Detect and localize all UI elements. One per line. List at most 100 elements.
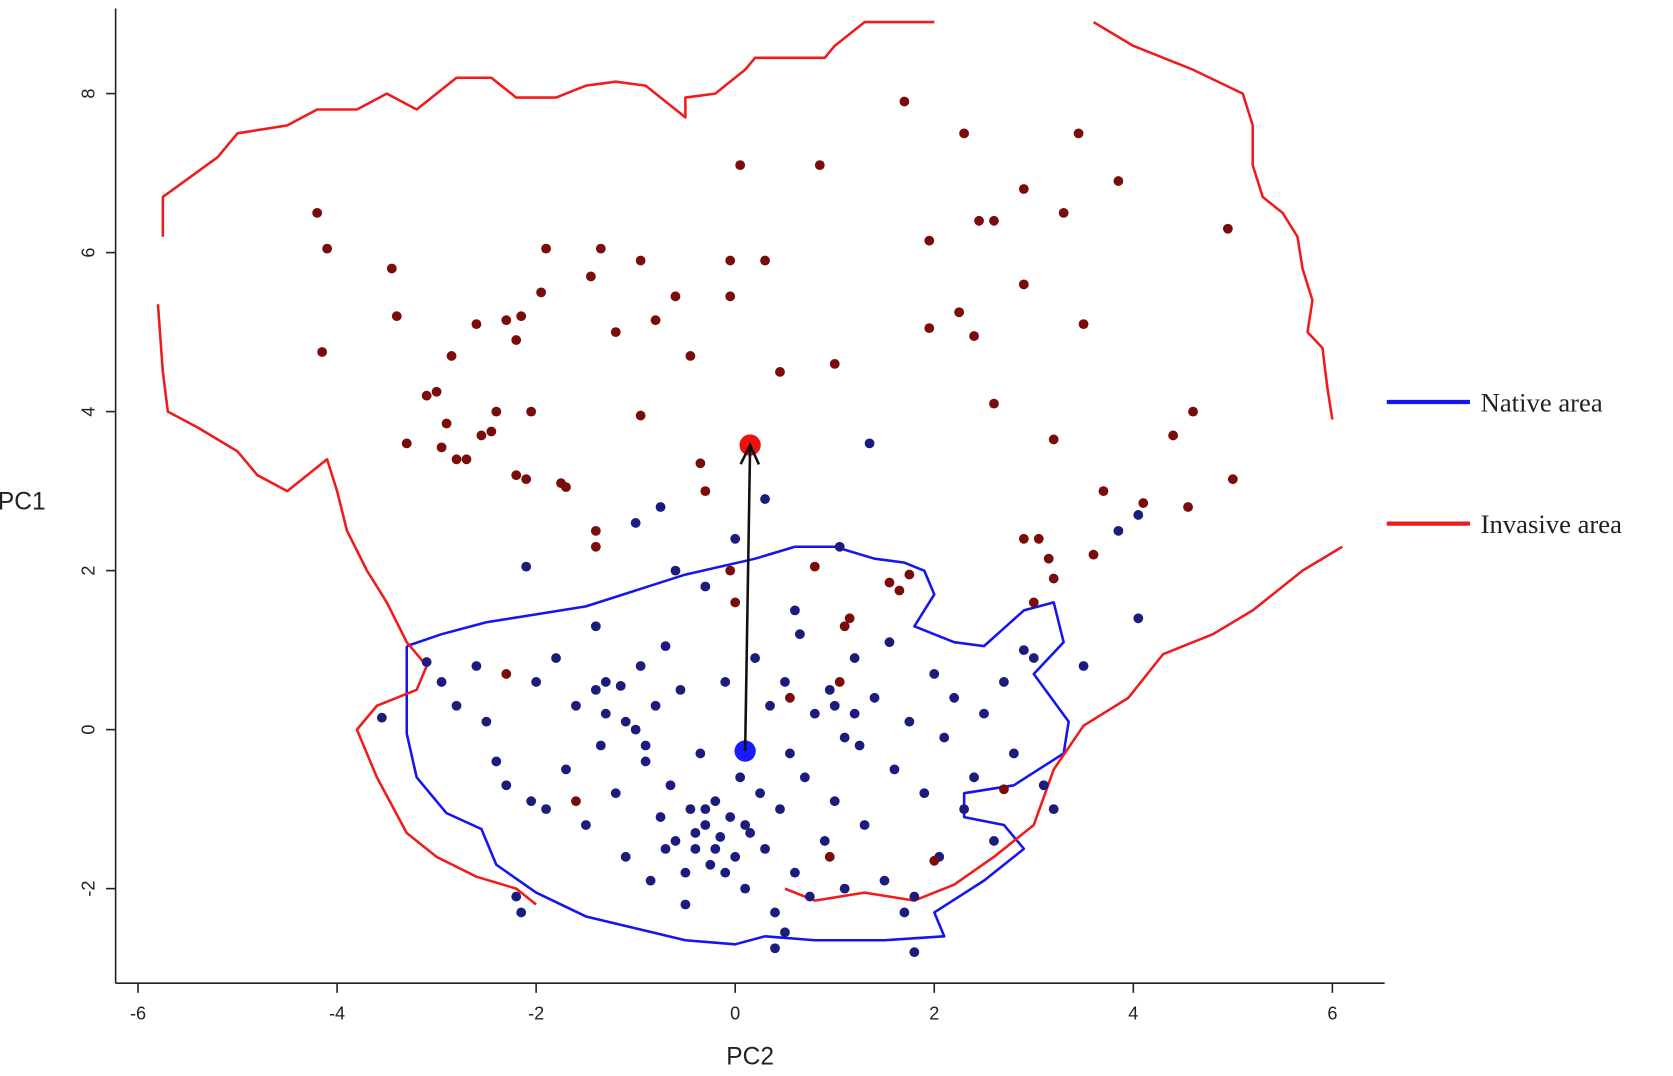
point — [1028, 597, 1039, 608]
contour-line — [405, 545, 1070, 946]
point — [526, 406, 537, 417]
point — [317, 347, 328, 357]
point — [804, 891, 815, 902]
point — [909, 891, 920, 902]
point — [755, 788, 765, 799]
point — [949, 692, 960, 703]
point — [655, 812, 666, 822]
point — [929, 669, 940, 679]
point — [765, 700, 775, 711]
point — [516, 907, 527, 918]
point — [1058, 207, 1069, 218]
point — [1133, 510, 1144, 520]
point — [790, 867, 800, 878]
point — [571, 796, 581, 807]
x-tick-label: -2 — [528, 1003, 544, 1023]
point — [322, 243, 333, 254]
point — [1098, 486, 1109, 497]
point — [665, 780, 676, 791]
point — [471, 661, 482, 671]
point — [446, 351, 457, 361]
point — [486, 426, 497, 437]
point — [635, 255, 646, 266]
point — [1078, 319, 1089, 330]
point — [1078, 661, 1089, 671]
point — [839, 732, 850, 743]
point — [695, 748, 706, 759]
point — [536, 287, 547, 298]
point — [710, 843, 721, 854]
point — [884, 577, 895, 588]
x-tick-label: 0 — [730, 1003, 740, 1023]
point — [461, 454, 472, 465]
point — [421, 657, 432, 667]
point — [670, 565, 681, 576]
point — [1183, 502, 1193, 512]
point — [864, 438, 875, 449]
point — [735, 772, 746, 783]
point — [1113, 176, 1124, 186]
point — [989, 215, 999, 226]
y-tick-label: 8 — [78, 89, 98, 99]
legend: Native area Invasive area — [1386, 388, 1622, 539]
point — [541, 804, 551, 815]
point — [999, 677, 1009, 687]
point — [595, 740, 606, 751]
point — [1038, 780, 1049, 791]
point — [785, 692, 795, 703]
point — [685, 804, 696, 815]
point — [849, 653, 860, 663]
point — [1227, 474, 1238, 485]
point — [471, 319, 482, 330]
point — [1018, 184, 1029, 194]
point — [680, 899, 691, 910]
point — [675, 684, 686, 695]
point — [760, 843, 770, 854]
point — [750, 653, 761, 663]
point — [680, 867, 691, 878]
point — [1138, 498, 1149, 508]
point — [590, 621, 601, 632]
point — [904, 716, 915, 727]
point — [615, 680, 626, 691]
point — [436, 442, 447, 453]
shift-arrow — [739, 442, 761, 752]
point — [859, 820, 870, 830]
point — [954, 307, 965, 318]
point — [799, 772, 810, 783]
point — [715, 832, 726, 842]
point — [670, 291, 681, 302]
point — [491, 406, 502, 417]
point — [501, 780, 512, 791]
point — [501, 669, 512, 679]
point — [959, 804, 970, 815]
point — [700, 820, 711, 830]
point — [640, 756, 651, 767]
point — [939, 732, 950, 743]
point — [685, 351, 696, 361]
point — [775, 804, 785, 815]
point — [541, 243, 551, 254]
point — [809, 561, 820, 572]
point — [924, 323, 935, 334]
point — [650, 315, 661, 326]
contour-line — [156, 20, 1343, 906]
y-tick-label: -2 — [78, 881, 98, 897]
point — [794, 629, 805, 640]
point — [421, 390, 432, 401]
point — [780, 927, 790, 938]
point — [635, 661, 646, 671]
point — [969, 331, 979, 341]
point — [720, 677, 731, 687]
point — [809, 708, 820, 719]
point — [894, 585, 905, 596]
point — [590, 525, 601, 536]
point — [899, 96, 910, 107]
y-tick-label: 0 — [78, 725, 98, 735]
point — [909, 947, 920, 958]
point — [760, 255, 770, 266]
legend-label: Native area — [1481, 388, 1603, 418]
point — [720, 867, 731, 878]
point — [760, 494, 770, 504]
point — [1133, 613, 1144, 624]
